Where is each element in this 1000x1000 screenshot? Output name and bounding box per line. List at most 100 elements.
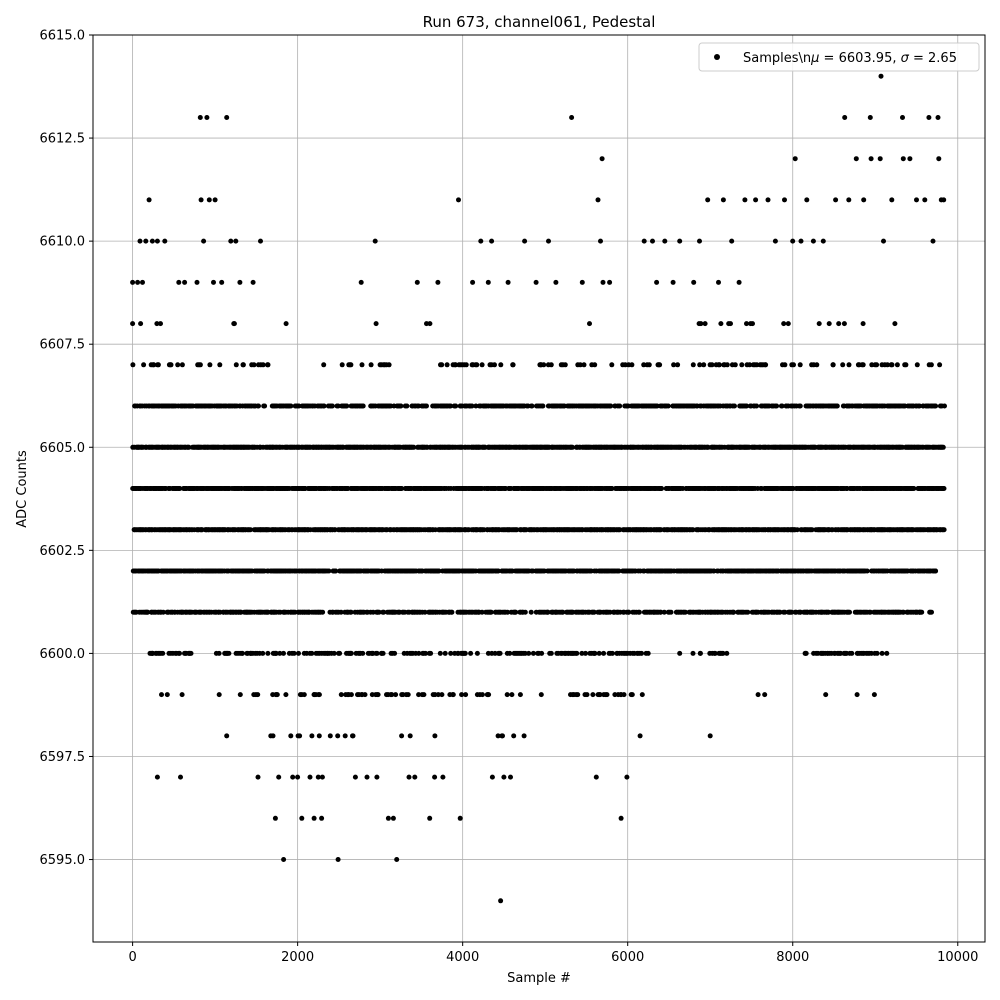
data-point: [646, 362, 652, 368]
data-point: [290, 774, 296, 780]
data-points: [130, 73, 947, 904]
data-point: [654, 279, 660, 285]
data-point: [659, 486, 665, 491]
data-point: [316, 733, 322, 739]
data-point: [731, 609, 737, 615]
data-point: [575, 692, 581, 698]
data-point: [198, 197, 204, 203]
data-point: [802, 650, 808, 656]
data-point: [853, 156, 859, 162]
data-point: [881, 238, 886, 244]
data-point: [712, 650, 718, 656]
data-point: [453, 362, 458, 368]
data-point: [237, 279, 243, 285]
data-point: [262, 403, 268, 409]
data-point: [274, 692, 280, 698]
data-point: [135, 279, 141, 285]
data-point: [231, 321, 237, 327]
data-point: [595, 197, 601, 203]
data-point: [440, 774, 446, 780]
data-point: [319, 774, 325, 780]
data-point: [889, 362, 895, 368]
data-point: [940, 444, 946, 450]
data-point: [436, 568, 442, 574]
data-point: [479, 609, 485, 615]
data-point: [777, 609, 783, 615]
data-point: [339, 362, 345, 368]
data-point: [569, 115, 575, 120]
data-point: [143, 238, 149, 244]
data-point: [140, 279, 145, 285]
data-point: [927, 609, 933, 615]
data-point: [154, 774, 160, 780]
data-point: [321, 362, 327, 368]
data-point: [937, 362, 943, 368]
data-point: [791, 362, 796, 368]
data-point: [616, 568, 622, 574]
data-point: [197, 362, 203, 368]
data-point: [690, 362, 696, 368]
y-axis-ticks: 6595.06597.56600.06602.56605.06607.56610…: [40, 29, 93, 868]
data-point: [830, 362, 836, 368]
data-point: [348, 362, 354, 368]
data-point: [884, 650, 890, 656]
data-point: [360, 403, 366, 409]
data-point: [406, 774, 412, 780]
data-point: [495, 733, 501, 739]
data-point: [348, 692, 354, 698]
data-point: [702, 321, 708, 327]
data-point: [820, 238, 826, 244]
data-point: [186, 650, 192, 656]
data-point: [470, 279, 476, 285]
data-point: [607, 279, 613, 285]
data-point: [151, 362, 157, 368]
data-point: [469, 403, 475, 409]
data-point: [485, 279, 491, 285]
data-point: [335, 857, 341, 862]
data-point: [889, 197, 895, 203]
data-point: [677, 650, 683, 656]
data-point: [670, 279, 676, 285]
y-tick-label: 6595.0: [40, 853, 86, 868]
data-point: [492, 362, 497, 368]
data-point: [755, 692, 761, 698]
data-point: [228, 238, 234, 244]
data-point: [861, 197, 867, 203]
data-point: [765, 197, 771, 203]
data-point: [364, 774, 370, 780]
data-point: [216, 692, 222, 698]
data-point: [677, 238, 683, 244]
data-point: [720, 650, 726, 656]
data-point: [337, 650, 343, 656]
data-point: [763, 362, 769, 368]
data-point: [392, 650, 398, 656]
y-tick-label: 6612.5: [40, 132, 86, 147]
data-point: [204, 115, 210, 120]
data-point: [742, 197, 748, 203]
data-point: [671, 362, 677, 368]
data-point: [217, 362, 223, 368]
data-point: [421, 692, 427, 698]
data-point: [507, 650, 513, 656]
data-point: [130, 279, 136, 285]
data-point: [868, 156, 874, 162]
data-point: [178, 774, 183, 780]
data-point: [435, 279, 441, 285]
data-point: [510, 362, 516, 368]
data-point: [407, 733, 413, 739]
data-point: [577, 362, 583, 368]
data-point: [629, 362, 635, 368]
data-point: [599, 156, 605, 162]
data-point: [250, 279, 256, 285]
data-point: [442, 650, 448, 656]
data-point: [240, 362, 246, 368]
data-point: [435, 692, 441, 698]
data-point: [374, 774, 380, 780]
data-point: [197, 115, 203, 120]
data-point: [933, 403, 939, 409]
data-point: [593, 774, 599, 780]
data-point: [747, 362, 753, 368]
data-point: [256, 403, 261, 409]
data-point: [416, 650, 422, 656]
data-point: [468, 650, 474, 656]
